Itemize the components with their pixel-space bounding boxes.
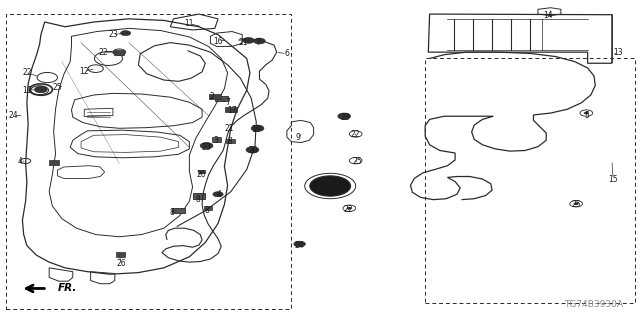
Circle shape: [243, 37, 254, 43]
Text: 21: 21: [225, 124, 234, 133]
Text: 17: 17: [227, 106, 237, 115]
Text: 26: 26: [116, 259, 126, 268]
Text: 22: 22: [22, 68, 31, 77]
Text: 2: 2: [209, 92, 214, 101]
Text: 14: 14: [543, 11, 553, 20]
Circle shape: [253, 38, 265, 44]
Text: 7: 7: [225, 99, 230, 108]
Circle shape: [120, 31, 131, 36]
Text: 23: 23: [108, 30, 118, 39]
Bar: [172, 208, 185, 213]
Text: 16: 16: [213, 36, 223, 45]
Circle shape: [200, 142, 213, 149]
Text: 22: 22: [344, 205, 353, 214]
Text: 12: 12: [79, 67, 89, 76]
Text: 25: 25: [52, 83, 62, 92]
Text: 15: 15: [608, 174, 618, 184]
Bar: [225, 107, 237, 112]
Text: 19: 19: [252, 125, 261, 134]
Text: 8: 8: [227, 137, 232, 147]
Text: FR.: FR.: [58, 284, 77, 293]
Bar: [193, 193, 205, 199]
Circle shape: [347, 207, 352, 210]
Text: 20: 20: [248, 146, 258, 155]
Text: 24: 24: [295, 241, 305, 250]
Text: 22: 22: [350, 130, 360, 139]
Text: 6: 6: [284, 49, 289, 58]
Bar: [215, 96, 228, 101]
Text: 25: 25: [352, 157, 362, 166]
Text: 9: 9: [295, 133, 300, 142]
Text: 5: 5: [584, 111, 589, 120]
Circle shape: [294, 241, 305, 247]
Bar: [204, 206, 212, 210]
Circle shape: [573, 203, 579, 205]
Bar: [209, 94, 221, 99]
Bar: [116, 252, 125, 257]
Text: 3: 3: [214, 135, 219, 145]
Bar: [113, 50, 124, 55]
Bar: [198, 170, 205, 173]
Circle shape: [35, 86, 47, 93]
Bar: [227, 139, 236, 143]
Text: 8: 8: [205, 206, 209, 215]
Text: 10: 10: [22, 86, 32, 95]
Text: 23: 23: [340, 113, 350, 122]
Text: 7: 7: [255, 38, 260, 47]
Bar: [49, 160, 59, 165]
Text: 26: 26: [196, 170, 205, 179]
Text: 18: 18: [333, 182, 342, 191]
Text: 24: 24: [8, 111, 18, 120]
Text: 4: 4: [217, 190, 221, 199]
Text: 8: 8: [170, 208, 175, 217]
Circle shape: [584, 112, 589, 114]
Text: 22: 22: [99, 48, 108, 57]
Circle shape: [251, 125, 264, 132]
Text: 13: 13: [613, 48, 623, 57]
Circle shape: [213, 192, 223, 197]
Bar: [212, 137, 221, 142]
Circle shape: [246, 147, 259, 153]
Text: 21: 21: [239, 38, 248, 47]
Text: 23: 23: [202, 143, 211, 152]
Text: 11: 11: [184, 19, 194, 28]
Text: TG74B3930A: TG74B3930A: [564, 300, 623, 309]
Text: 8: 8: [195, 195, 200, 204]
Text: 25: 25: [572, 200, 581, 209]
Circle shape: [310, 176, 351, 196]
Text: 4: 4: [18, 157, 23, 166]
Circle shape: [338, 113, 351, 119]
